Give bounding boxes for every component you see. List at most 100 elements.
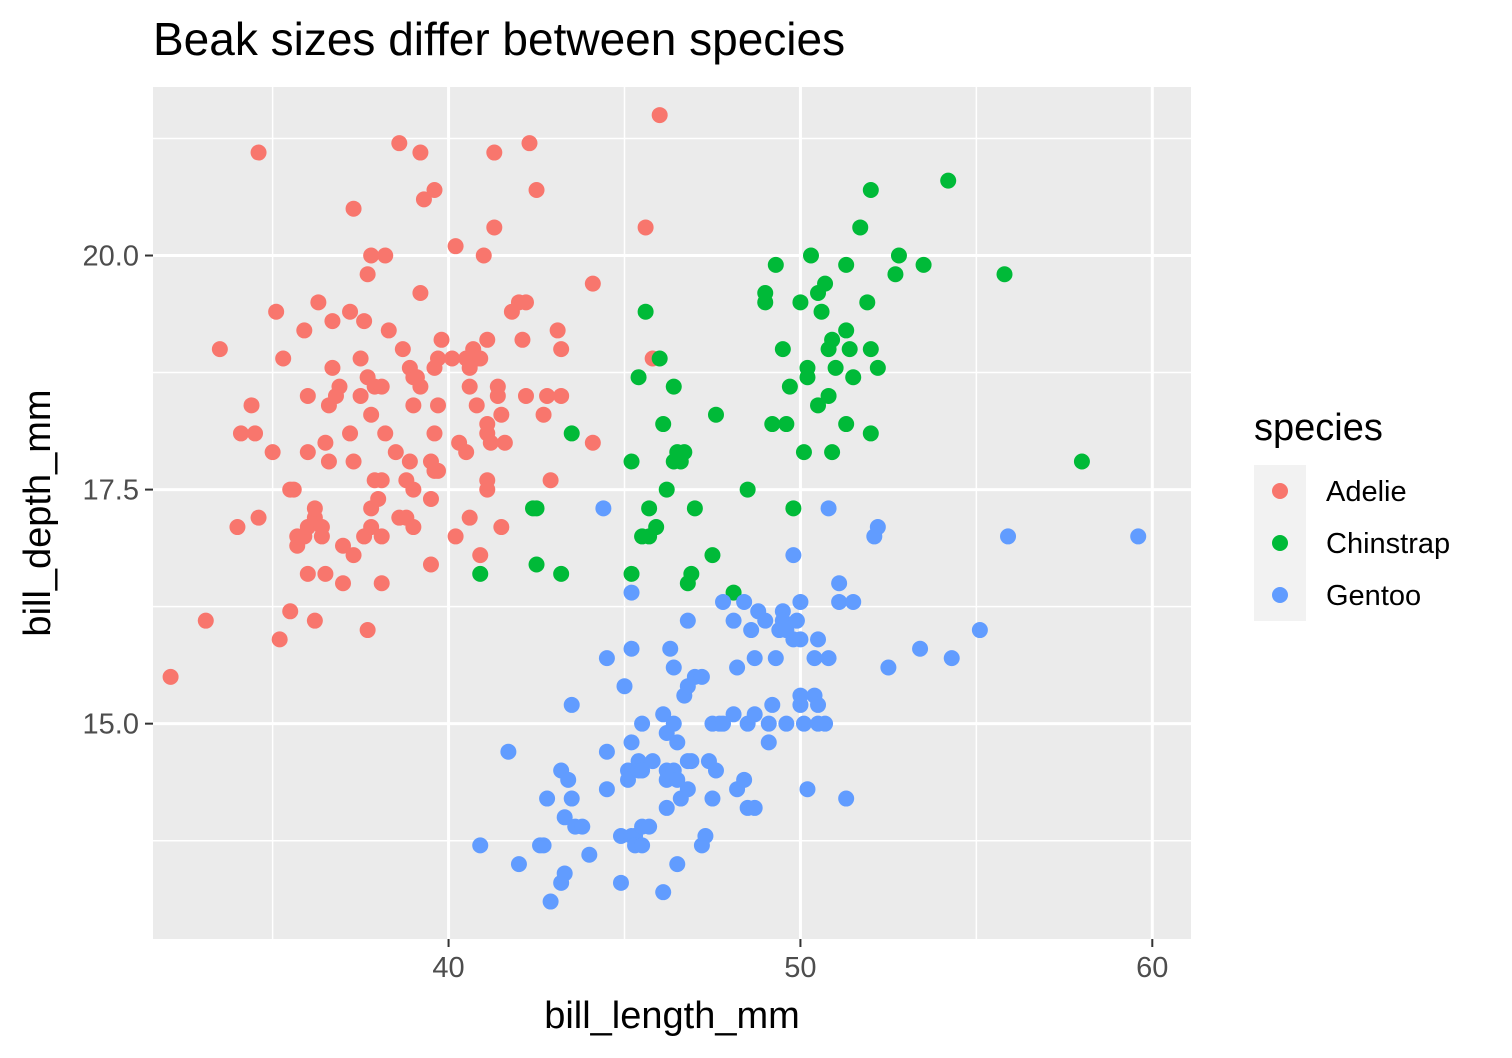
y-tick-label: 17.5 [83, 475, 139, 507]
x-axis-title: bill_length_mm [544, 995, 800, 1037]
point-chinstrap [704, 547, 721, 564]
point-chinstrap [757, 284, 774, 301]
point-chinstrap [764, 416, 781, 433]
point-adelie [444, 350, 461, 367]
point-adelie [296, 322, 313, 339]
point-adelie [584, 275, 601, 292]
point-adelie [282, 603, 299, 620]
point-adelie [468, 397, 485, 414]
point-adelie [352, 387, 369, 404]
point-gentoo [792, 593, 809, 610]
legend: species Adelie Chinstrap Gentoo [1254, 407, 1450, 621]
point-gentoo [623, 734, 640, 751]
point-adelie [461, 509, 478, 526]
point-chinstrap [890, 247, 907, 264]
point-gentoo [715, 593, 732, 610]
point-gentoo [743, 622, 760, 639]
point-adelie [549, 322, 566, 339]
point-adelie [394, 341, 411, 358]
point-adelie [243, 397, 260, 414]
point-chinstrap [472, 565, 489, 582]
point-chinstrap [795, 444, 812, 461]
point-adelie [489, 387, 506, 404]
point-gentoo [817, 715, 834, 732]
point-adelie [447, 528, 464, 545]
point-gentoo [725, 612, 742, 629]
point-chinstrap [686, 500, 703, 517]
point-adelie [366, 472, 383, 489]
point-gentoo [792, 631, 809, 648]
point-gentoo [746, 706, 763, 723]
point-adelie [412, 284, 429, 301]
point-chinstrap [820, 387, 837, 404]
point-adelie [370, 490, 387, 507]
point-adelie [493, 406, 510, 423]
point-chinstrap [824, 444, 841, 461]
point-gentoo [704, 790, 721, 807]
point-gentoo [662, 640, 679, 657]
point-adelie [250, 144, 267, 161]
point-adelie [250, 509, 267, 526]
point-gentoo [792, 687, 809, 704]
point-adelie [373, 378, 390, 395]
point-gentoo [620, 771, 637, 788]
point-adelie [447, 238, 464, 255]
point-adelie [461, 378, 478, 395]
point-chinstrap [940, 172, 957, 189]
point-gentoo [795, 715, 812, 732]
point-adelie [377, 425, 394, 442]
point-chinstrap [778, 416, 795, 433]
point-adelie [535, 406, 552, 423]
point-adelie [422, 490, 439, 507]
point-gentoo [869, 519, 886, 536]
point-gentoo [845, 593, 862, 610]
point-gentoo [679, 612, 696, 629]
point-chinstrap [838, 416, 855, 433]
point-adelie [271, 631, 288, 648]
point-adelie [472, 350, 489, 367]
point-adelie [461, 359, 478, 376]
point-gentoo [563, 696, 580, 713]
point-chinstrap [841, 341, 858, 358]
y-tick-label: 20.0 [83, 241, 139, 273]
point-chinstrap [785, 500, 802, 517]
point-adelie [422, 556, 439, 573]
point-adelie [475, 247, 492, 264]
point-adelie [342, 425, 359, 442]
legend-label-adelie: Adelie [1326, 476, 1407, 508]
point-adelie [363, 406, 380, 423]
point-adelie [479, 331, 496, 348]
legend-key-gentoo [1272, 587, 1288, 603]
point-gentoo [838, 790, 855, 807]
point-adelie [356, 313, 373, 330]
point-chinstrap [528, 556, 545, 573]
point-gentoo [574, 818, 591, 835]
point-gentoo [539, 790, 556, 807]
point-adelie [310, 294, 327, 311]
point-adelie [479, 472, 496, 489]
point-chinstrap [623, 453, 640, 470]
point-chinstrap [862, 181, 879, 198]
point-gentoo [764, 696, 781, 713]
point-chinstrap [739, 481, 756, 498]
point-chinstrap [887, 266, 904, 283]
point-gentoo [598, 650, 615, 667]
point-gentoo [665, 715, 682, 732]
point-chinstrap [799, 359, 816, 376]
point-gentoo [831, 575, 848, 592]
point-chinstrap [563, 425, 580, 442]
point-gentoo [715, 715, 732, 732]
point-adelie [433, 331, 450, 348]
point-adelie [380, 322, 397, 339]
point-gentoo [563, 790, 580, 807]
point-adelie [232, 425, 249, 442]
point-chinstrap [725, 584, 742, 601]
point-gentoo [598, 743, 615, 760]
point-chinstrap [683, 565, 700, 582]
point-chinstrap [827, 359, 844, 376]
point-adelie [373, 528, 390, 545]
point-chinstrap [869, 359, 886, 376]
point-chinstrap [792, 294, 809, 311]
point-adelie [247, 425, 264, 442]
